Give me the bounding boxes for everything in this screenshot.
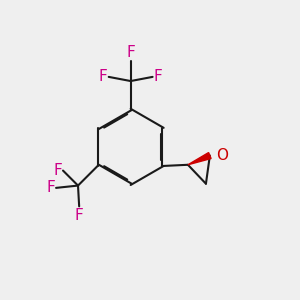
Text: O: O — [216, 148, 228, 163]
Text: F: F — [126, 45, 135, 60]
Text: F: F — [154, 69, 163, 84]
Text: F: F — [53, 163, 62, 178]
Text: F: F — [46, 180, 55, 195]
Polygon shape — [188, 153, 211, 165]
Text: F: F — [75, 208, 83, 223]
Text: F: F — [99, 69, 108, 84]
